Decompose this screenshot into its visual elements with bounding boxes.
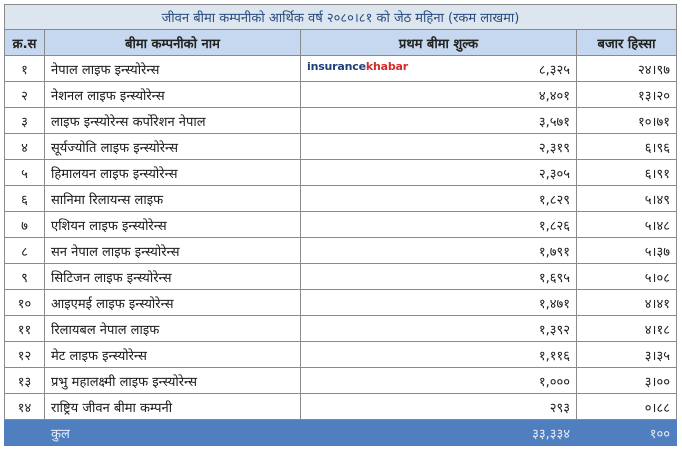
cell: ४: [4, 133, 45, 160]
cell: १२: [4, 341, 45, 368]
cell: १,६९५: [300, 263, 577, 290]
cell: १,८२९: [300, 185, 577, 212]
cell: ५: [4, 159, 45, 186]
cell: १०।७१: [576, 107, 677, 134]
header-cell: क्र.स: [4, 29, 45, 56]
header-row: क्र.स बीमा कम्पनीको नाम प्रथम बीमा शुल्क…: [4, 29, 677, 56]
cell: हिमालयन लाइफ इन्स्योरेन्स: [44, 159, 301, 186]
cell: ६।९१: [576, 159, 677, 186]
total-row: कुल ३३,३३४ १००: [4, 419, 677, 446]
cell: लाइफ इन्स्योरेन्स कर्पोरेशन नेपाल: [44, 107, 301, 134]
cell: राष्ट्रिय जीवन बीमा कम्पनी: [44, 393, 301, 420]
cell: ८: [4, 237, 45, 264]
cell: ०।८८: [576, 393, 677, 420]
cell: ४।१८: [576, 315, 677, 342]
cell: ५।४८: [576, 211, 677, 238]
cell: ५।४९: [576, 185, 677, 212]
cell: सिटिजन लाइफ इन्स्योरेन्स: [44, 263, 301, 290]
data-row: ३ लाइफ इन्स्योरेन्स कर्पोरेशन नेपाल ३,५७१ १…: [4, 107, 677, 134]
cell: १४: [4, 393, 45, 420]
cell: रिलायबल नेपाल लाइफ: [44, 315, 301, 342]
cell: नेशनल लाइफ इन्स्योरेन्स: [44, 81, 301, 108]
cell: नेपाल लाइफ इन्स्योरेन्स: [44, 55, 301, 82]
cell: एशियन लाइफ इन्स्योरेन्स: [44, 211, 301, 238]
logo-suffix: khabar: [365, 59, 408, 73]
cell: मेट लाइफ इन्स्योरेन्स: [44, 341, 301, 368]
data-row: ११ रिलायबल नेपाल लाइफ १,३९२ ४।१८: [4, 315, 677, 342]
cell: ७: [4, 211, 45, 238]
logo: insurancekhabar: [307, 60, 408, 73]
title-row: जीवन बीमा कम्पनीको आर्थिक वर्ष २०८०।८१ क…: [4, 4, 677, 30]
cell: सन नेपाल लाइफ इन्स्योरेन्स: [44, 237, 301, 264]
cell: १३: [4, 367, 45, 394]
data-row: १३ प्रभु महालक्ष्मी लाइफ इन्स्योरेन्स १,००…: [4, 367, 677, 394]
cell-text: ८,३२५: [538, 62, 570, 78]
cell: २४।९७: [576, 55, 677, 82]
total-cell: ३३,३३४: [300, 419, 577, 446]
cell: सूर्यज्योति लाइफ इन्स्योरेन्स: [44, 133, 301, 160]
cell: ४,४०१: [300, 81, 577, 108]
data-row: ६ सानिमा रिलायन्स लाइफ १,८२९ ५।४९: [4, 185, 677, 212]
data-row: १ नेपाल लाइफ इन्स्योरेन्स insurancekhabar ८…: [4, 55, 677, 82]
cell: ९: [4, 263, 45, 290]
cell: १,३९२: [300, 315, 577, 342]
total-label: कुल: [4, 419, 301, 446]
cell: १०: [4, 289, 45, 316]
cell: ५।३७: [576, 237, 677, 264]
cell: १,८२६: [300, 211, 577, 238]
cell: ६।९६: [576, 133, 677, 160]
logo-brand: insurance: [307, 59, 366, 73]
cell: २९३: [300, 393, 577, 420]
cell: १,७९१: [300, 237, 577, 264]
cell: प्रभु महालक्ष्मी लाइफ इन्स्योरेन्स: [44, 367, 301, 394]
cell: ३।३५: [576, 341, 677, 368]
data-row: ९ सिटिजन लाइफ इन्स्योरेन्स १,६९५ ५।०८: [4, 263, 677, 290]
cell: आइएमई लाइफ इन्स्योरेन्स: [44, 289, 301, 316]
data-row: २ नेशनल लाइफ इन्स्योरेन्स ४,४०१ १३।२०: [4, 81, 677, 108]
table-body: जीवन बीमा कम्पनीको आर्थिक वर्ष २०८०।८१ क…: [4, 4, 677, 446]
cell: insurancekhabar ८,३२५: [300, 55, 577, 82]
cell: २,३१९: [300, 133, 577, 160]
cell: सानिमा रिलायन्स लाइफ: [44, 185, 301, 212]
data-row: १४ राष्ट्रिय जीवन बीमा कम्पनी २९३ ०।८८: [4, 393, 677, 420]
cell: ३: [4, 107, 45, 134]
cell: ६: [4, 185, 45, 212]
data-row: ८ सन नेपाल लाइफ इन्स्योरेन्स १,७९१ ५।३७: [4, 237, 677, 264]
cell: १,४७१: [300, 289, 577, 316]
cell: ४।४१: [576, 289, 677, 316]
cell: ३,५७१: [300, 107, 577, 134]
cell: २,३०५: [300, 159, 577, 186]
data-row: १० आइएमई लाइफ इन्स्योरेन्स १,४७१ ४।४१: [4, 289, 677, 316]
data-row: १२ मेट लाइफ इन्स्योरेन्स १,११६ ३।३५: [4, 341, 677, 368]
data-row: ४ सूर्यज्योति लाइफ इन्स्योरेन्स २,३१९ ६।९६: [4, 133, 677, 160]
cell: ३।००: [576, 367, 677, 394]
cell: १३।२०: [576, 81, 677, 108]
total-cell: १००: [576, 419, 677, 446]
premium-table: जीवन बीमा कम्पनीको आर्थिक वर्ष २०८०।८१ क…: [4, 4, 677, 446]
header-cell: बजार हिस्सा: [576, 29, 677, 56]
data-row: ५ हिमालयन लाइफ इन्स्योरेन्स २,३०५ ६।९१: [4, 159, 677, 186]
data-row: ७ एशियन लाइफ इन्स्योरेन्स १,८२६ ५।४८: [4, 211, 677, 238]
cell: १: [4, 55, 45, 82]
table-title: जीवन बीमा कम्पनीको आर्थिक वर्ष २०८०।८१ क…: [4, 4, 677, 30]
header-cell: बीमा कम्पनीको नाम: [44, 29, 301, 56]
cell: १,११६: [300, 341, 577, 368]
header-cell: प्रथम बीमा शुल्क: [300, 29, 577, 56]
cell: ११: [4, 315, 45, 342]
cell: १,०००: [300, 367, 577, 394]
cell: ५।०८: [576, 263, 677, 290]
cell: २: [4, 81, 45, 108]
